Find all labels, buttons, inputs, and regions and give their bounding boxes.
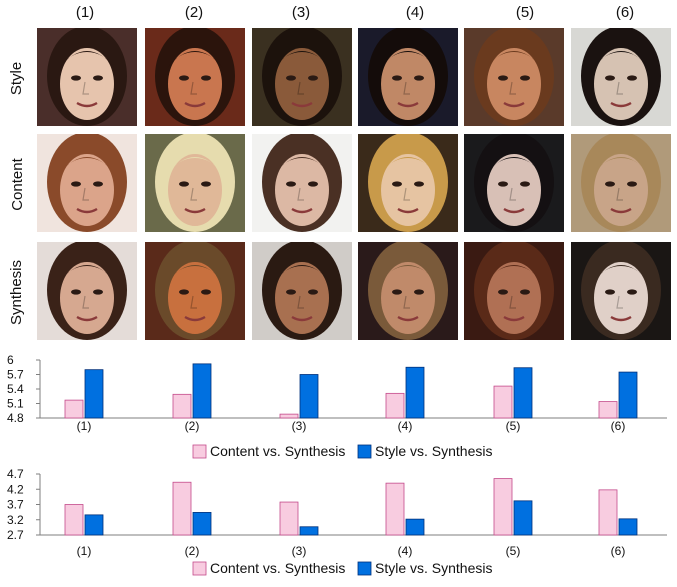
content-face-1 (37, 134, 137, 232)
chart-2-x-tick-label: (3) (292, 544, 307, 558)
similarity-charts: 4.85.15.45.76 (1) (2) (3) (4) (5) (6) Content v… (7, 353, 667, 576)
chart-1-bar-style-2 (192, 363, 212, 419)
row-label-style: Style (8, 61, 26, 95)
style-face-4 (358, 28, 458, 126)
chart-1-bar-style-5 (513, 367, 533, 419)
chart-1-y-tick-label: 5.4 (7, 382, 24, 396)
column-label-2: (2) (184, 4, 204, 21)
chart-2-bar-content-6 (598, 489, 618, 536)
chart-1-x-tick-label: (6) (611, 419, 626, 433)
chart-2-bar-style-1 (84, 514, 104, 536)
style-face-2 (145, 28, 245, 126)
chart-2-y-tick-label: 3.7 (7, 498, 24, 512)
column-label-5: (5) (515, 4, 535, 21)
chart-1-bar-style-6 (618, 371, 638, 419)
chart-1-y-tick-label: 4.8 (7, 411, 24, 425)
chart-1-bar-content-4 (385, 392, 405, 419)
chart-2-bar-content-5 (493, 478, 513, 536)
chart-2-bar-style-2 (192, 512, 212, 536)
chart-1-y-tick-label: 5.1 (7, 397, 24, 411)
chart-1-x-tick-label: (1) (77, 419, 92, 433)
chart-1-bar-content-2 (172, 393, 192, 419)
chart-1-y-tick-label: 6 (7, 353, 14, 367)
content-face-5 (464, 134, 564, 232)
style-face-6 (571, 28, 671, 126)
content-face-3 (252, 134, 352, 232)
style-face-5 (464, 28, 564, 126)
chart-1-bar-content-1 (64, 399, 84, 419)
chart-1-x-tick-label: (4) (398, 419, 413, 433)
chart-2-x-tick-label: (2) (185, 544, 200, 558)
row-label-content: Content (8, 157, 26, 211)
chart-1-bar-content-3 (279, 413, 299, 419)
chart-2-bar-style-5 (513, 500, 533, 536)
chart-2-bar-style-3 (299, 526, 319, 536)
style-face-1 (37, 28, 137, 126)
synthesis-face-5 (464, 242, 564, 340)
column-label-3: (3) (291, 4, 311, 21)
content-face-4 (358, 134, 458, 232)
chart-2-legend-label-style: Style vs. Synthesis (375, 560, 493, 576)
column-label-6: (6) (615, 4, 635, 21)
row-label-synthesis: Synthesis (8, 259, 26, 325)
chart-2-x-tick-label: (1) (77, 544, 92, 558)
chart-2-bar-content-3 (279, 501, 299, 536)
chart-2-y-tick-label: 4.7 (7, 467, 24, 481)
synthesis-face-2 (145, 242, 245, 340)
chart-2-legend-swatch-style (357, 561, 372, 576)
chart-1-bar-content-5 (493, 385, 513, 419)
chart-2-x-tick-label: (6) (611, 544, 626, 558)
column-label-4: (4) (405, 4, 425, 21)
chart-1-bar-style-3 (299, 374, 319, 419)
chart-2-y-tick-label: 2.7 (7, 528, 24, 542)
chart-2-x-tick-label: (4) (398, 544, 413, 558)
chart-2-x-tick-label: (5) (506, 544, 521, 558)
chart-2-bar-content-2 (172, 481, 192, 536)
chart-1-bar-style-4 (405, 366, 425, 419)
chart-2-y-tick-label: 4.2 (7, 482, 24, 496)
synthesis-face-1 (37, 242, 137, 340)
chart-1-legend-swatch-style (357, 444, 372, 459)
chart-1-bar-content-6 (598, 401, 618, 419)
chart-1-legend-swatch-content (192, 444, 207, 459)
synthesis-face-3 (252, 242, 352, 340)
chart-2-y-tick-label: 3.2 (7, 513, 24, 527)
chart-2-bar-content-4 (385, 482, 405, 536)
chart-1-legend-label-style: Style vs. Synthesis (375, 443, 493, 459)
chart-2-legend-label-content: Content vs. Synthesis (210, 560, 345, 576)
chart-1-bar-style-1 (84, 369, 104, 419)
synthesis-face-4 (358, 242, 458, 340)
chart-1-legend-label-content: Content vs. Synthesis (210, 443, 345, 459)
content-face-2 (145, 134, 245, 232)
chart-2-bar-style-4 (405, 518, 425, 536)
chart-1-x-tick-label: (5) (506, 419, 521, 433)
synthesis-face-6 (571, 242, 671, 340)
chart-1-y-tick-label: 5.7 (7, 368, 24, 382)
chart-2-bar-content-1 (64, 504, 84, 536)
chart-1-x-tick-label: (2) (185, 419, 200, 433)
chart-2-bar-style-6 (618, 518, 638, 536)
chart-2-legend-swatch-content (192, 561, 207, 576)
style-face-3 (252, 28, 352, 126)
content-face-6 (571, 134, 671, 232)
chart-1-x-tick-label: (3) (292, 419, 307, 433)
column-label-1: (1) (75, 4, 95, 21)
